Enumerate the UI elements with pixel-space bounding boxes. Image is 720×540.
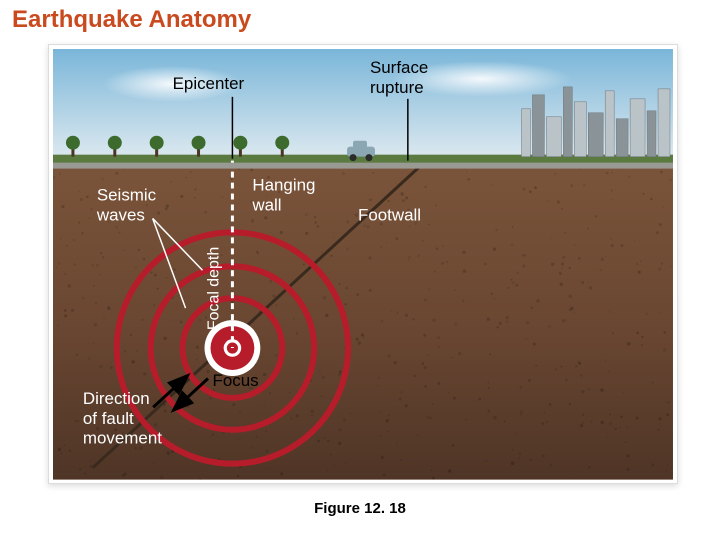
label-rupture: rupture (370, 78, 424, 97)
earthquake-diagram: Epicenter Surfacerupture Seismicwaves Focal… (53, 49, 673, 480)
label-of_fault: of fault (83, 409, 134, 428)
page-title: Earthquake Anatomy (12, 6, 251, 34)
label-footwall: Footwall (358, 205, 421, 224)
label-epicenter: Epicenter (173, 74, 245, 93)
label-focus: Focus (212, 371, 258, 390)
label-surface: Surface (370, 58, 428, 77)
label-wall: wall (251, 195, 281, 214)
label-seismic: Seismic (97, 186, 157, 205)
label-direction: Direction (83, 389, 150, 408)
label-waves: waves (96, 205, 145, 224)
figure-container: Epicenter Surfacerupture Seismicwaves Focal… (48, 44, 678, 484)
road (53, 163, 673, 169)
label-hanging: Hanging (252, 176, 315, 195)
label-movement: movement (83, 429, 162, 448)
label-focal_depth: Focal depth (205, 247, 222, 330)
figure-caption: Figure 12. 18 (0, 500, 720, 517)
